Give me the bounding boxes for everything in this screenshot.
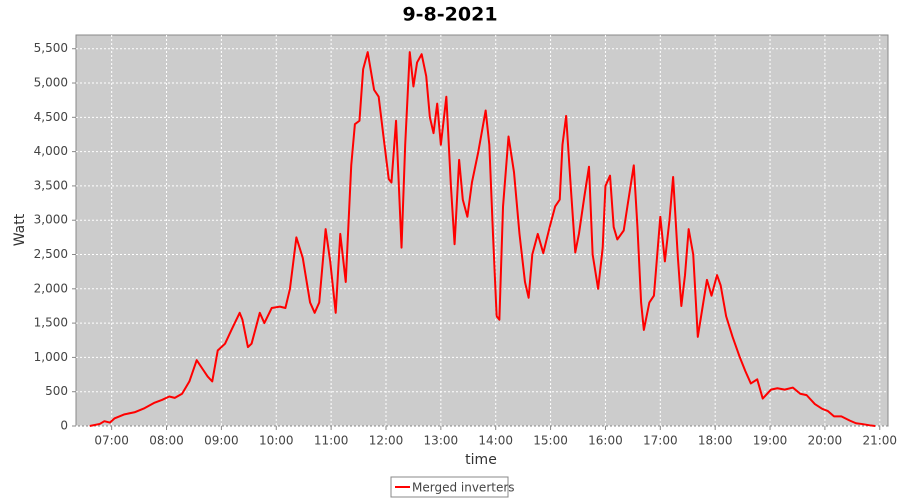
- y-tick-label: 4,500: [34, 110, 68, 124]
- x-axis-label: time: [465, 452, 497, 468]
- y-tick-label: 3,500: [34, 178, 68, 192]
- x-tick-label: 20:00: [808, 434, 843, 448]
- x-tick-label: 19:00: [753, 434, 788, 448]
- x-tick-label: 08:00: [149, 434, 184, 448]
- x-tick-label: 10:00: [259, 434, 294, 448]
- y-tick-label: 1,000: [34, 350, 68, 364]
- x-tick-label: 21:00: [862, 434, 897, 448]
- x-tick-label: 14:00: [478, 434, 513, 448]
- y-axis-label: Watt: [12, 213, 28, 246]
- y-tick-label: 2,000: [34, 281, 68, 295]
- x-tick-label: 09:00: [204, 434, 239, 448]
- y-tick-label: 5,500: [34, 41, 68, 55]
- y-tick-label: 5,000: [34, 76, 68, 90]
- x-tick-label: 16:00: [588, 434, 623, 448]
- y-tick-label: 2,500: [34, 247, 68, 261]
- legend-label: Merged inverters: [412, 481, 515, 495]
- chart-title: 9-8-2021: [402, 4, 497, 26]
- y-tick-label: 1,500: [34, 316, 68, 330]
- x-tick-label: 17:00: [643, 434, 678, 448]
- x-tick-label: 15:00: [533, 434, 568, 448]
- x-tick-label: 18:00: [698, 434, 733, 448]
- data-line: [89, 51, 876, 427]
- plot-area: [75, 34, 889, 427]
- legend-box: [390, 476, 509, 498]
- y-tick-label: 500: [45, 384, 68, 398]
- x-tick-label: 11:00: [314, 434, 349, 448]
- x-tick-label: 07:00: [94, 434, 129, 448]
- y-tick-label: 3,000: [34, 213, 68, 227]
- x-tick-label: 12:00: [369, 434, 404, 448]
- y-tick-label: 4,000: [34, 144, 68, 158]
- y-tick-label: 0: [60, 419, 68, 433]
- x-tick-label: 13:00: [424, 434, 459, 448]
